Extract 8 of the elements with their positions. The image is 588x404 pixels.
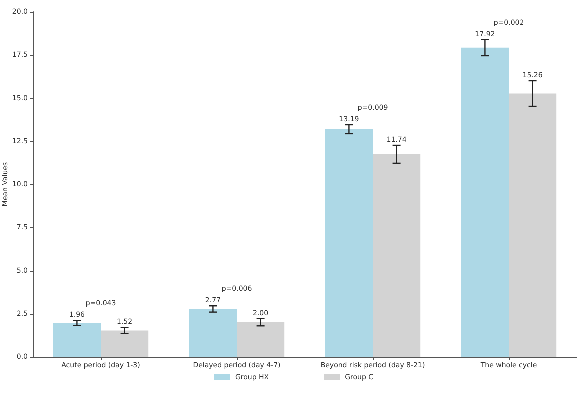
bar [509,94,557,357]
bar [101,330,149,357]
bar [461,48,509,357]
bar [189,309,237,357]
bar [53,323,101,357]
bar [325,129,373,357]
bar [373,154,421,357]
bar [237,322,285,357]
